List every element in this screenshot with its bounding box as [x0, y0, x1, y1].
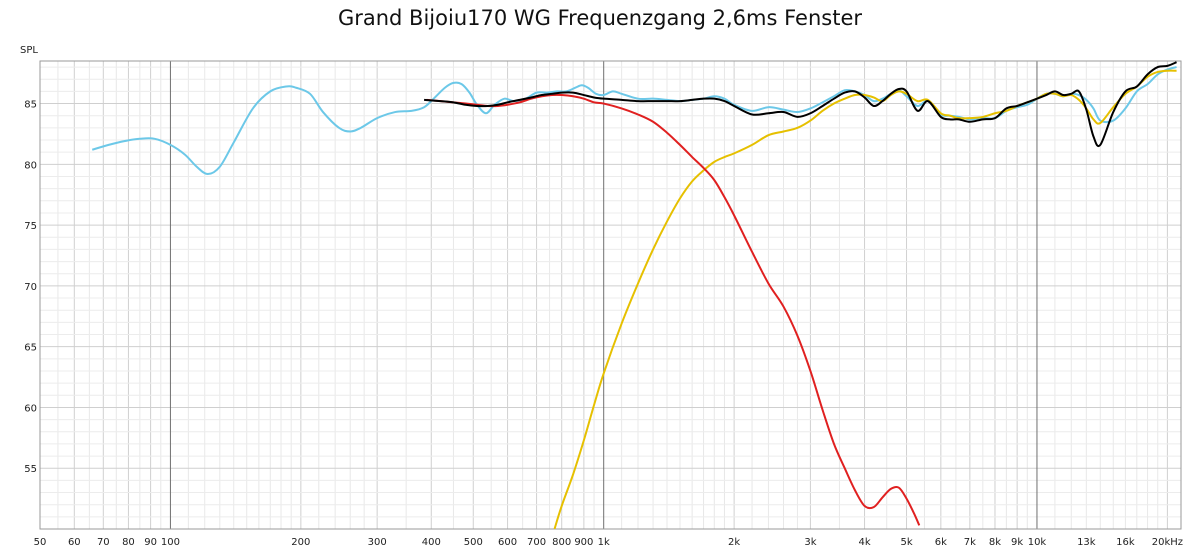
x-tick-label: 3k	[804, 537, 816, 548]
x-tick-label: 900	[574, 537, 593, 548]
x-tick-label: 800	[552, 537, 571, 548]
x-tick-label: 100	[161, 537, 180, 548]
y-tick-label: 65	[24, 343, 37, 354]
x-tick-label: 6k	[935, 537, 947, 548]
series-line-2	[553, 69, 1177, 529]
x-tick-label: 600	[498, 537, 517, 548]
x-tick-label: 9k	[1011, 537, 1023, 548]
x-tick-label: 500	[464, 537, 483, 548]
x-tick-label: 4k	[858, 537, 870, 548]
x-tick-label: 70	[97, 537, 110, 548]
x-tick-label: 13k	[1077, 537, 1096, 548]
y-tick-label: 55	[24, 464, 37, 475]
plot-frame	[39, 60, 1182, 530]
major-grid	[169, 61, 1038, 529]
x-tick-label: 60	[68, 537, 81, 548]
x-tick-label: 16k	[1116, 537, 1135, 548]
y-tick-label: 80	[24, 160, 37, 171]
x-tick-label: 200	[291, 537, 310, 548]
y-tick-label: 85	[24, 100, 37, 111]
y-tick-label: 60	[24, 403, 37, 414]
x-tick-label: 20kHz	[1152, 537, 1183, 548]
x-tick-label: 300	[368, 537, 387, 548]
chart-title: Grand Bijoiu170 WG Frequenzgang 2,6ms Fe…	[337, 6, 863, 30]
x-tick-label: 400	[422, 537, 441, 548]
y-tick-labels: 55 60 65 70 75 80 85	[24, 100, 37, 476]
y-axis-title: SPL	[20, 45, 38, 56]
x-tick-label: 700	[527, 537, 546, 548]
x-tick-label: 80	[122, 537, 135, 548]
x-tick-label: 7k	[964, 537, 976, 548]
x-tick-label: 50	[34, 537, 47, 548]
series-line-1	[91, 66, 1177, 176]
minor-grid	[40, 61, 1181, 530]
plot-background	[40, 61, 1181, 529]
x-tick-label: 10k	[1028, 537, 1047, 548]
x-tick-label: 1k	[598, 537, 610, 548]
x-tick-label: 5k	[900, 537, 912, 548]
x-tick-label: 2k	[728, 537, 740, 548]
x-tick-labels: 50 60 70 80 90 100 200 300 400 500 600 700 800 900 1k 2…	[34, 537, 1183, 548]
series-layer	[91, 61, 1177, 529]
series-line-3	[426, 93, 921, 526]
series-line-4	[424, 61, 1177, 148]
x-tick-label: 8k	[989, 537, 1001, 548]
y-tick-label: 75	[24, 221, 37, 232]
x-tick-label: 90	[144, 537, 157, 548]
y-tick-label: 70	[24, 282, 37, 293]
